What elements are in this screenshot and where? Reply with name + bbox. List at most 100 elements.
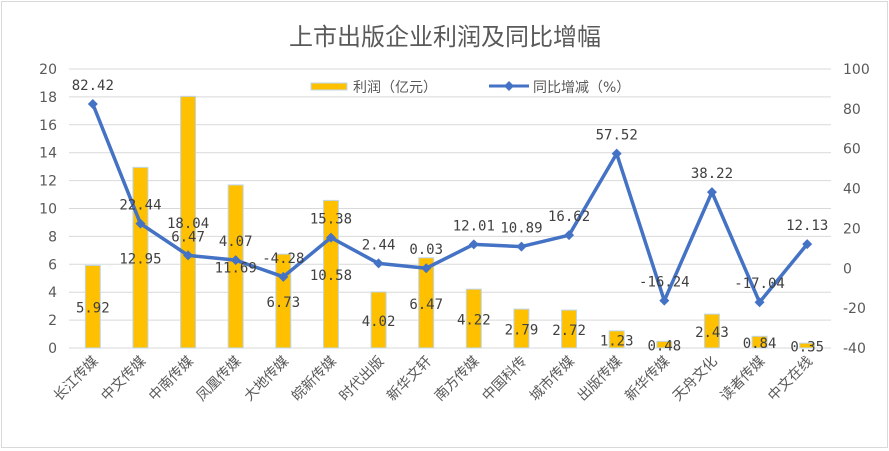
- right-tick-label: 20: [843, 221, 861, 237]
- line-value-label: 15.38: [310, 212, 352, 228]
- bar-value-label: 2.43: [695, 325, 729, 341]
- category-axis-labels: 长江传媒中文传媒中南传媒凤凰传媒大地传媒皖新传媒时代出版新华文轩南方传媒中国科传…: [51, 353, 816, 405]
- diamond-marker-icon: [564, 230, 575, 241]
- left-tick-label: 12: [39, 174, 57, 190]
- bar-value-label: 4.22: [457, 313, 491, 329]
- legend-diamond-marker-icon: [504, 81, 514, 91]
- line-data-labels: 82.42 22.44 6.47 4.07 -4.28 15.38 2.44 0.03 12.0…: [72, 78, 829, 292]
- category-label: 中南传媒: [146, 354, 197, 405]
- bar-data-labels: 5.92 12.95 18.04 11.69 6.73 10.58 4.02 6.47 4.22…: [76, 216, 824, 355]
- line-value-label: 16.62: [548, 209, 590, 225]
- bar-value-label: 6.73: [266, 295, 300, 311]
- diamond-marker-icon: [659, 295, 670, 306]
- profit-bar: [703, 313, 720, 349]
- right-tick-label: 0: [843, 261, 852, 277]
- right-tick-label: -40: [843, 341, 866, 357]
- bar-value-label: 0.35: [790, 340, 824, 356]
- profit-bar: [370, 291, 387, 349]
- profit-bar: [656, 340, 673, 349]
- category-label: 时代出版: [336, 354, 387, 405]
- diamond-marker-icon: [468, 239, 479, 250]
- line-value-label: -16.24: [639, 275, 690, 291]
- diamond-marker-icon: [183, 250, 194, 261]
- left-tick-label: 0: [48, 341, 57, 357]
- yoy-line: [87, 99, 813, 308]
- right-tick-label: 60: [843, 142, 861, 158]
- diamond-marker-icon: [754, 297, 765, 308]
- line-value-label: 6.47: [171, 229, 205, 245]
- line-value-label: 10.89: [500, 221, 542, 237]
- bar-value-label: 18.04: [167, 216, 209, 232]
- legend-bar-swatch-icon: [310, 82, 348, 91]
- line-value-label: 4.07: [219, 234, 253, 250]
- profit-bar: [465, 288, 482, 349]
- category-label: 天舟文化: [670, 354, 721, 405]
- diamond-marker-icon: [611, 148, 622, 159]
- left-tick-label: 10: [39, 202, 57, 218]
- category-label: 大地传媒: [241, 354, 292, 405]
- bar-value-label: 0.48: [647, 339, 681, 355]
- category-label: 凤凰传媒: [194, 354, 245, 405]
- legend: 利润（亿元） 同比增减（%）: [310, 80, 630, 96]
- line-value-label: 2.44: [362, 237, 396, 253]
- diamond-marker-icon: [325, 232, 336, 243]
- line-value-label: 12.13: [786, 218, 828, 234]
- category-label: 南方传媒: [432, 354, 483, 405]
- bar-value-label: 10.58: [310, 268, 352, 284]
- left-axis-ticks: 0 2 4 6 8 10 12 14 16 18 20: [39, 62, 57, 357]
- bar-value-label: 1.23: [600, 333, 634, 349]
- category-label: 出版传媒: [575, 354, 626, 405]
- left-tick-label: 2: [48, 313, 57, 329]
- line-value-label: 57.52: [596, 128, 638, 144]
- diamond-marker-icon: [706, 187, 717, 198]
- category-label: 长江传媒: [51, 354, 102, 405]
- bar-value-label: 5.92: [76, 301, 110, 317]
- profit-bar: [418, 257, 435, 349]
- yoy-line-path: [91, 103, 809, 304]
- profit-bar: [180, 95, 197, 349]
- legend-bar-label: 利润（亿元）: [353, 80, 437, 96]
- profit-bar: [608, 330, 625, 349]
- profit-bar: [799, 342, 816, 349]
- bar-value-label: 6.47: [409, 297, 443, 313]
- profit-bar: [513, 308, 530, 349]
- diamond-marker-icon: [516, 241, 527, 252]
- line-value-label: -17.04: [734, 276, 785, 292]
- bar-value-label: 11.69: [215, 260, 257, 276]
- left-tick-label: 8: [48, 229, 57, 245]
- bar-value-label: 2.79: [505, 323, 539, 339]
- category-label: 皖新传媒: [289, 354, 340, 405]
- category-label: 读者传媒: [717, 353, 769, 405]
- profit-bar: [751, 335, 768, 349]
- right-tick-label: 100: [843, 62, 870, 78]
- left-tick-label: 18: [39, 90, 57, 106]
- diamond-marker-icon: [278, 271, 289, 282]
- profit-bars: [84, 95, 816, 349]
- diamond-marker-icon: [373, 258, 384, 269]
- diamond-marker-icon: [230, 255, 241, 266]
- left-tick-label: 4: [48, 285, 57, 301]
- left-tick-label: 14: [39, 146, 57, 162]
- diamond-marker-icon: [421, 263, 432, 274]
- legend-line-label: 同比增减（%）: [533, 80, 630, 96]
- diamond-marker-icon: [87, 99, 98, 110]
- category-label: 中国科传: [479, 354, 530, 405]
- profit-bar: [227, 184, 244, 349]
- category-label: 新华文轩: [384, 354, 435, 405]
- category-label: 中文在线: [765, 354, 816, 405]
- line-value-label: 82.42: [72, 78, 114, 94]
- profit-bar: [84, 264, 101, 349]
- line-value-label: 22.44: [119, 198, 161, 214]
- category-label: 新华传媒: [622, 354, 673, 405]
- bar-value-label: 4.02: [362, 314, 396, 330]
- line-value-label: 38.22: [691, 166, 733, 182]
- bar-value-label: 2.72: [552, 323, 586, 339]
- diamond-marker-icon: [135, 218, 146, 229]
- line-value-label: 0.03: [409, 242, 443, 258]
- left-tick-label: 20: [39, 62, 57, 78]
- category-label: 中文传媒: [98, 354, 149, 405]
- right-axis-ticks: -40 -20 0 20 40 60 80 100: [843, 62, 870, 357]
- bar-value-label: 0.84: [743, 336, 777, 352]
